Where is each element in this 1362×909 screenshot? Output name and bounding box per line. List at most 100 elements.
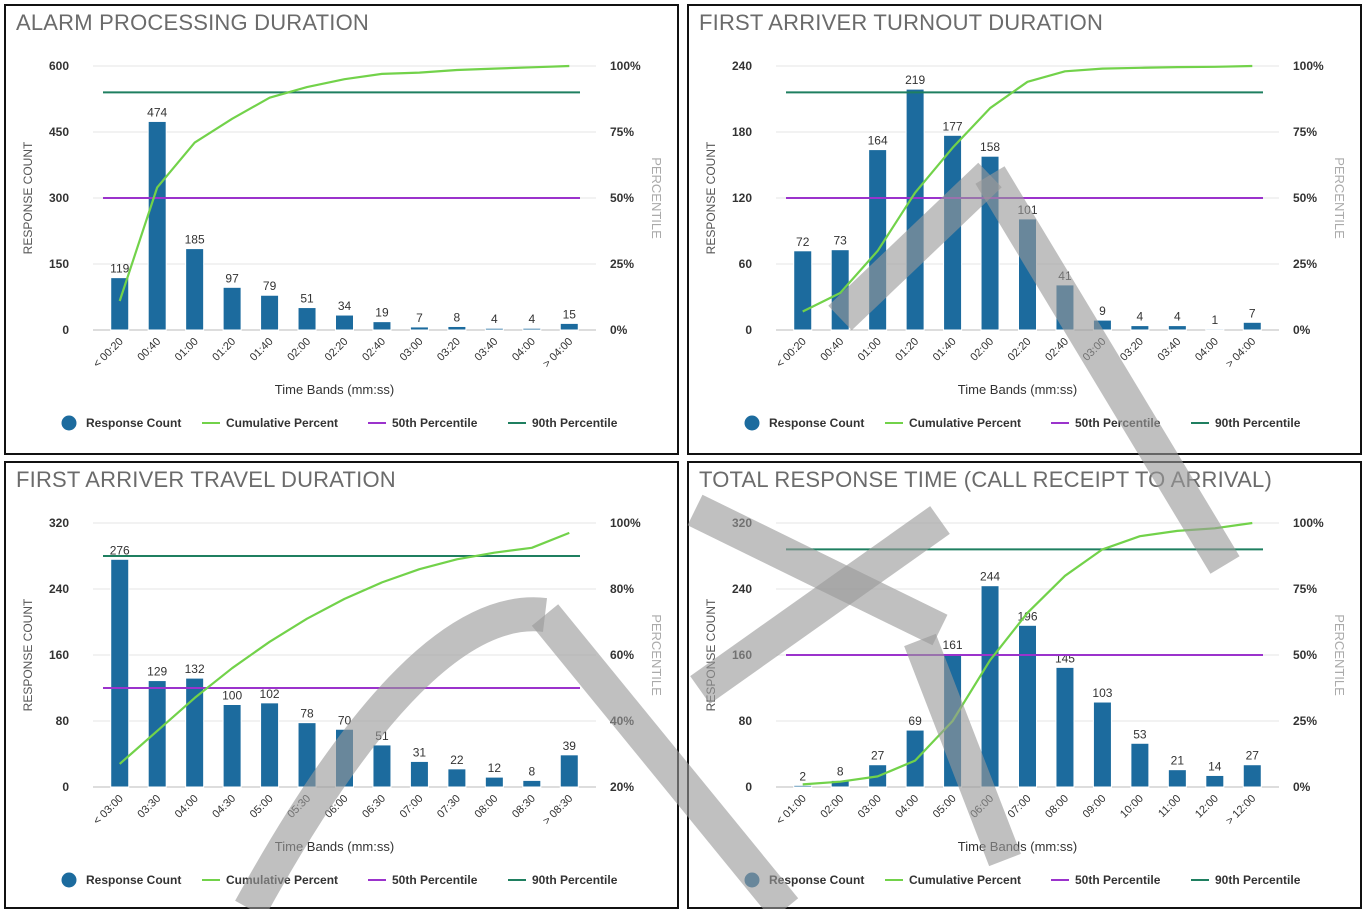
x-tick-label: 03:30	[135, 793, 163, 821]
x-tick-label: 02:40	[360, 336, 388, 364]
legend-marker-response-count	[744, 415, 760, 431]
x-tick-label: 05:00	[931, 793, 959, 821]
legend-marker-response-count	[744, 872, 760, 888]
bar-value-label: 101	[1017, 203, 1037, 217]
bar	[1055, 284, 1075, 331]
bar	[1130, 742, 1150, 788]
bar	[1242, 764, 1262, 788]
bar	[372, 321, 392, 331]
bar-value-label: 1	[1211, 313, 1218, 327]
legend: Response Count Cumulative Percent 50th Per…	[61, 872, 618, 888]
legend-label: 50th Percentile	[1075, 416, 1161, 430]
bar-value-label: 22	[450, 753, 464, 767]
x-tick-label: 07:00	[1006, 793, 1034, 821]
bar-value-label: 53	[1133, 727, 1147, 741]
bar	[147, 680, 167, 788]
cumulative-line	[118, 64, 570, 302]
legend-label: 90th Percentile	[1215, 873, 1301, 887]
bar-value-label: 276	[110, 543, 130, 557]
y-tick-label: 180	[732, 125, 752, 139]
legend-label: Response Count	[86, 873, 181, 887]
y2-tick-label: 75%	[1293, 125, 1317, 139]
bar	[110, 558, 130, 788]
bar	[1205, 774, 1225, 788]
x-tick-label: 06:00	[968, 793, 996, 821]
x-tick-label: 04:00	[893, 793, 921, 821]
x-tick-label: 05:30	[285, 793, 313, 821]
bar	[335, 314, 354, 331]
x-tick-label: < 01:00	[774, 793, 809, 828]
bar-value-label: 8	[837, 764, 844, 778]
y-tick-label: 0	[745, 780, 752, 794]
y-tick-label: 320	[732, 516, 752, 530]
x-tick-label: 01:40	[931, 336, 959, 364]
bar-value-label: 27	[1246, 749, 1260, 763]
x-tick-label: 03:20	[1118, 336, 1146, 364]
legend-label: 50th Percentile	[1075, 873, 1161, 887]
legend: Response Count Cumulative Percent 50th Per…	[744, 415, 1301, 431]
x-tick-label: 00:40	[818, 336, 846, 364]
bar	[222, 704, 242, 788]
x-tick-label: 06:00	[323, 793, 351, 821]
bar	[1018, 218, 1037, 331]
bar	[980, 585, 1000, 788]
y2-tick-label: 100%	[610, 516, 641, 530]
legend-label: Response Count	[86, 416, 181, 430]
y-tick-label: 160	[49, 648, 69, 662]
y-tick-label: 120	[732, 191, 752, 205]
bar	[260, 294, 280, 331]
bar-value-label: 185	[185, 233, 205, 247]
legend-label: 90th Percentile	[532, 416, 618, 430]
x-tick-label: 04:00	[510, 336, 538, 364]
y2-tick-label: 75%	[610, 125, 634, 139]
x-tick-label: 04:00	[1193, 336, 1221, 364]
x-tick-label: 12:00	[1193, 793, 1221, 821]
x-axis-title: Time Bands (mm:ss)	[958, 839, 1077, 854]
legend: Response Count Cumulative Percent 50th Per…	[744, 872, 1301, 888]
bar	[484, 327, 504, 331]
y2-tick-label: 25%	[1293, 714, 1317, 728]
legend-label: 50th Percentile	[392, 416, 478, 430]
y-tick-label: 150	[49, 257, 69, 271]
bar-value-label: 4	[491, 312, 498, 326]
bar-value-label: 474	[147, 105, 167, 119]
bar-value-label: 7	[416, 311, 423, 325]
bar-value-label: 7	[1249, 306, 1256, 320]
bar-value-label: 145	[1055, 651, 1075, 665]
y-axis-title: RESPONSE COUNT	[21, 598, 35, 711]
x-axis-title: Time Bands (mm:ss)	[275, 839, 394, 854]
bar-value-label: 219	[905, 73, 925, 87]
y-tick-label: 240	[49, 582, 69, 596]
legend-label: 90th Percentile	[1215, 416, 1301, 430]
bar-value-label: 4	[1174, 310, 1181, 324]
bar-value-label: 41	[1058, 269, 1072, 283]
y2-tick-label: 0%	[1293, 323, 1311, 337]
x-axis-title: Time Bands (mm:ss)	[275, 382, 394, 397]
chart-title: ALARM PROCESSING DURATION	[16, 10, 369, 35]
x-tick-label: 02:00	[285, 336, 313, 364]
bar-value-label: 164	[868, 134, 888, 148]
bar	[830, 249, 850, 331]
y2-tick-label: 50%	[1293, 648, 1317, 662]
y2-tick-label: 50%	[610, 191, 634, 205]
bar-value-label: 73	[834, 234, 848, 248]
chart-svg: 0 0% 150 25% 300 50% 450 75% 600 100% RESPONSE COU…	[21, 59, 664, 431]
chart-panel-alarm-processing: ALARM PROCESSING DURATION 0 0% 150 25% 300 50…	[4, 4, 679, 455]
bar	[1018, 624, 1037, 788]
y-tick-label: 80	[739, 714, 753, 728]
bar	[222, 286, 242, 331]
bar	[980, 155, 1000, 331]
x-tick-label: 08:00	[473, 793, 501, 821]
x-tick-label: < 03:00	[91, 793, 126, 828]
y-tick-label: 60	[739, 257, 753, 271]
legend: Response Count Cumulative Percent 50th Per…	[61, 415, 618, 431]
chart-svg: 0 0% 80 25% 160 50% 240 75% 320 100% RESPONSE COUN…	[704, 516, 1347, 888]
bar-value-label: 103	[1092, 686, 1112, 700]
chart-svg: 0 0% 60 25% 120 50% 180 75% 240 100% RESPONSE COUN…	[704, 59, 1347, 431]
y-tick-label: 160	[732, 648, 752, 662]
y2-tick-label: 60%	[610, 648, 634, 662]
bar	[1092, 701, 1112, 788]
y2-tick-label: 100%	[1293, 516, 1324, 530]
x-tick-label: 00:40	[135, 336, 163, 364]
x-tick-label: 02:00	[968, 336, 996, 364]
